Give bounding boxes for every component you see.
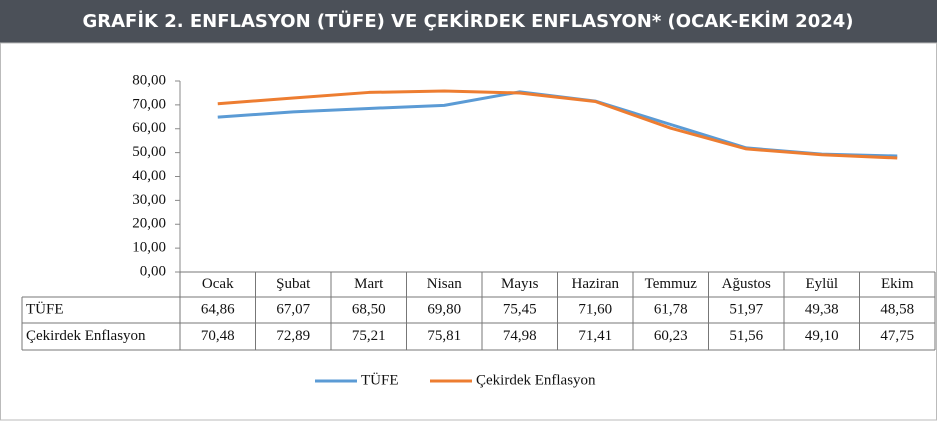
y-tick-label: 60,00	[132, 120, 166, 136]
x-tick-label: Şubat	[276, 276, 311, 292]
x-tick-label: Temmuz	[645, 276, 698, 292]
table-value: 68,50	[352, 301, 386, 317]
table-value: 61,78	[654, 301, 688, 317]
table-value: 51,97	[729, 301, 763, 317]
y-tick-label: 80,00	[132, 72, 166, 88]
y-tick-label: 70,00	[132, 96, 166, 112]
x-tick-label: Ekim	[881, 276, 914, 292]
y-tick-label: 10,00	[132, 240, 166, 256]
y-tick-label: 30,00	[132, 192, 166, 208]
title-bar	[0, 0, 937, 43]
x-tick-label: Mayıs	[501, 276, 539, 292]
table-value: 60,23	[654, 328, 688, 344]
x-tick-label: Haziran	[572, 276, 620, 292]
y-tick-label: 0,00	[140, 263, 166, 279]
x-tick-label: Eylül	[806, 276, 839, 292]
table-value: 75,81	[427, 328, 461, 344]
table-value: 64,86	[201, 301, 235, 317]
x-tick-label: Mart	[354, 276, 384, 292]
x-tick-label: Ocak	[202, 276, 234, 292]
y-tick-label: 50,00	[132, 144, 166, 160]
table-value: 67,07	[276, 301, 310, 317]
table-value: 47,75	[880, 328, 914, 344]
row-label: TÜFE	[26, 300, 64, 317]
legend-label: TÜFE	[361, 371, 399, 388]
table-value: 70,48	[201, 328, 235, 344]
y-tick-label: 20,00	[132, 216, 166, 232]
table-value: 49,38	[805, 301, 839, 317]
table-value: 49,10	[805, 328, 839, 344]
row-label: Çekirdek Enflasyon	[26, 328, 146, 344]
table-value: 72,89	[276, 328, 310, 344]
legend-label: Çekirdek Enflasyon	[476, 372, 596, 388]
table-value: 69,80	[427, 301, 461, 317]
table-value: 75,21	[352, 328, 386, 344]
x-tick-label: Nisan	[427, 276, 462, 292]
x-tick-label: Ağustos	[722, 276, 771, 292]
table-value: 51,56	[729, 328, 763, 344]
series-line	[217, 90, 898, 158]
chart-title: GRAFİK 2. ENFLASYON (TÜFE) VE ÇEKİRDEK E…	[82, 10, 853, 32]
table-value: 74,98	[503, 328, 537, 344]
table-value: 48,58	[880, 301, 914, 317]
table-value: 71,60	[578, 301, 612, 317]
series-line	[217, 89, 898, 160]
table-value: 71,41	[578, 328, 612, 344]
y-tick-label: 40,00	[132, 168, 166, 184]
table-value: 75,45	[503, 301, 537, 317]
